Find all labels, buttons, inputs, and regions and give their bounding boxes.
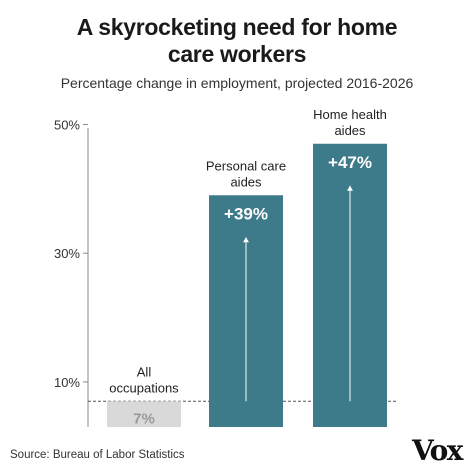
growth-arrow-head xyxy=(347,185,353,191)
category-label: occupations xyxy=(109,380,179,395)
vox-logo: Vox xyxy=(411,434,464,467)
data-label: +39% xyxy=(224,204,268,223)
category-label: Home health xyxy=(313,107,387,122)
category-label: aides xyxy=(230,174,262,189)
chart-title: A skyrocketing need for home care worker… xyxy=(0,14,474,68)
category-label: Personal care xyxy=(206,158,286,173)
y-tick-label: 30% xyxy=(54,246,80,261)
title-line-2: care workers xyxy=(167,41,307,67)
y-tick-label: 50% xyxy=(54,117,80,132)
category-label: aides xyxy=(334,123,366,138)
bar xyxy=(107,401,181,427)
chart-subtitle: Percentage change in employment, project… xyxy=(60,75,414,91)
y-tick-label: 10% xyxy=(54,375,80,390)
data-label: 7% xyxy=(133,410,155,427)
title-line-1: A skyrocketing need for home xyxy=(76,14,398,40)
source-note: Source: Bureau of Labor Statistics xyxy=(10,449,185,461)
data-label: +47% xyxy=(328,153,372,172)
growth-arrow-head xyxy=(243,237,249,243)
category-label: All xyxy=(137,364,152,379)
